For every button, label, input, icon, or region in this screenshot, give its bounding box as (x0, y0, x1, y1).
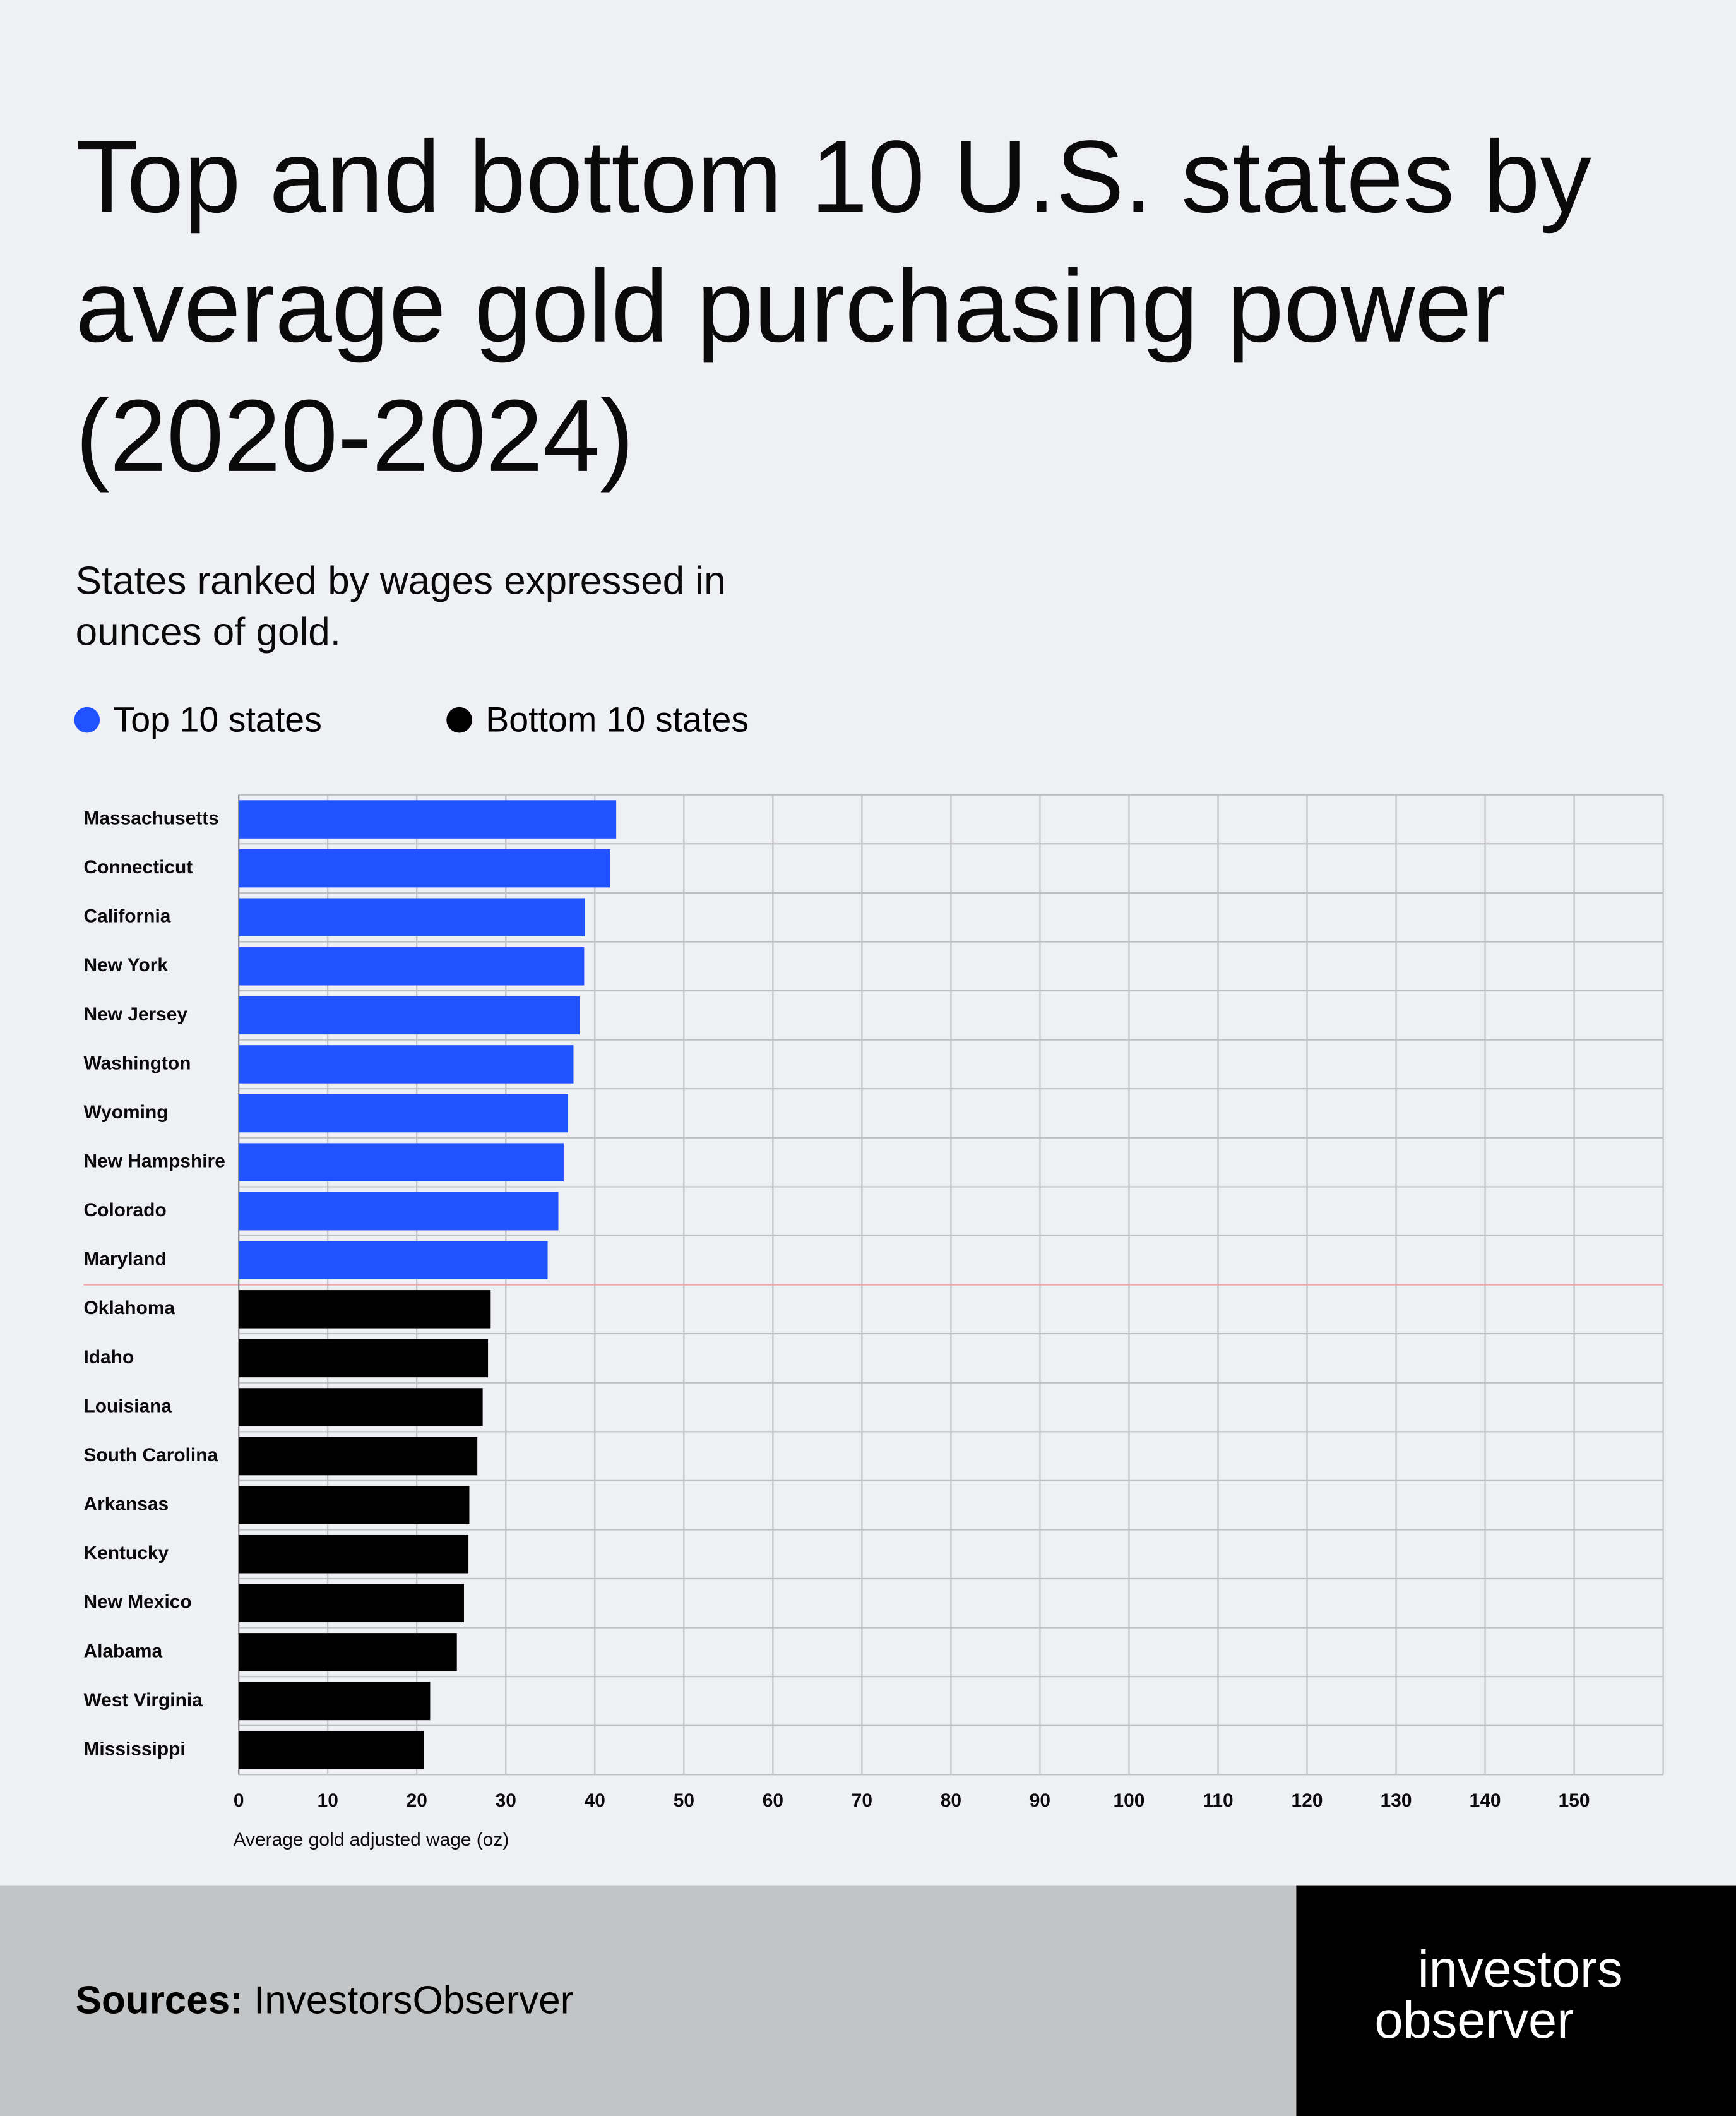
y-tick-label: Louisiana (83, 1396, 172, 1416)
y-tick-label: Alabama (83, 1641, 162, 1661)
bar (239, 1241, 548, 1279)
x-tick-label: 10 (318, 1790, 338, 1811)
x-tick-label: 0 (234, 1790, 244, 1811)
x-tick-label: 30 (496, 1790, 516, 1811)
y-tick-label: Maryland (83, 1249, 166, 1270)
bar (239, 1045, 574, 1084)
y-tick-label: South Carolina (83, 1445, 218, 1466)
bar (239, 1388, 483, 1426)
y-tick-label: New Hampshire (83, 1151, 225, 1171)
legend-swatch (446, 707, 472, 733)
x-tick-label: 110 (1203, 1790, 1233, 1811)
x-tick-label: 60 (763, 1790, 783, 1811)
legend-item: Bottom 10 states (446, 699, 749, 741)
y-tick-label: Wyoming (83, 1102, 168, 1123)
chart: 0 10 20 30 40 50 60 70 80 90 100 110 120 130 140 150 Ave… (83, 794, 1664, 1850)
y-tick-label: Colorado (83, 1200, 166, 1221)
y-tick-label: West Virginia (83, 1690, 203, 1711)
bar (239, 1633, 457, 1671)
sources: Sources: InvestorsObserver (76, 1980, 574, 2024)
x-tick-label: 50 (674, 1790, 694, 1811)
y-tick-label: Kentucky (83, 1543, 169, 1563)
x-tick-label: 120 (1292, 1790, 1323, 1811)
y-tick-label: New Mexico (83, 1592, 191, 1613)
y-tick-label: California (83, 906, 170, 927)
x-tick-label: 40 (585, 1790, 605, 1811)
y-tick-label: Oklahoma (83, 1298, 175, 1318)
x-tick-label: 140 (1470, 1790, 1501, 1811)
bar (239, 1094, 568, 1133)
y-tick-label: New York (83, 955, 168, 976)
x-tick-label: 130 (1381, 1790, 1412, 1811)
bar (239, 1143, 564, 1181)
y-tick-label: Idaho (83, 1347, 134, 1368)
bar (239, 1584, 464, 1623)
bar (239, 1534, 469, 1574)
bar (239, 1339, 489, 1378)
x-tick-label: 100 (1114, 1790, 1145, 1811)
x-tick-label: 90 (1030, 1790, 1050, 1811)
logo-line: investors (1417, 1942, 1623, 1999)
bar (239, 996, 580, 1035)
y-tick-label: Washington (83, 1053, 191, 1073)
legend-label: Top 10 states (113, 699, 322, 740)
x-axis-label: Average gold adjusted wage (oz) (234, 1829, 509, 1850)
bar (239, 1486, 470, 1524)
bar (239, 1437, 478, 1476)
logo-line: observer (1374, 1993, 1574, 2050)
x-tick-label: 80 (941, 1790, 961, 1811)
x-tick-label: 20 (407, 1790, 427, 1811)
chart-subtitle: States ranked by wages expressed in ounc… (75, 559, 726, 655)
bar (239, 898, 585, 936)
bar (239, 1192, 559, 1231)
y-tick-label: Massachusetts (83, 808, 218, 828)
legend-swatch (74, 707, 100, 733)
logo: investors observer (1296, 1885, 1736, 2116)
legend-label: Bottom 10 states (485, 699, 749, 740)
bar (239, 800, 617, 839)
bar (239, 1731, 424, 1769)
y-tick-label: Connecticut (83, 857, 193, 878)
sources-text: InvestorsObserver (254, 1980, 574, 2023)
bar (239, 849, 610, 888)
y-tick-label: Mississippi (83, 1738, 185, 1759)
x-tick-label: 70 (852, 1790, 872, 1811)
bar (239, 1682, 431, 1721)
sources-label: Sources: (75, 1980, 243, 2023)
legend-item: Top 10 states (74, 699, 322, 741)
x-tick-label: 150 (1559, 1790, 1590, 1811)
bar (239, 1290, 491, 1329)
y-tick-label: New Jersey (83, 1004, 187, 1025)
bar (239, 947, 585, 986)
chart-title: Top and bottom 10 U.S. states by average… (75, 120, 1591, 494)
y-tick-label: Arkansas (83, 1494, 169, 1515)
